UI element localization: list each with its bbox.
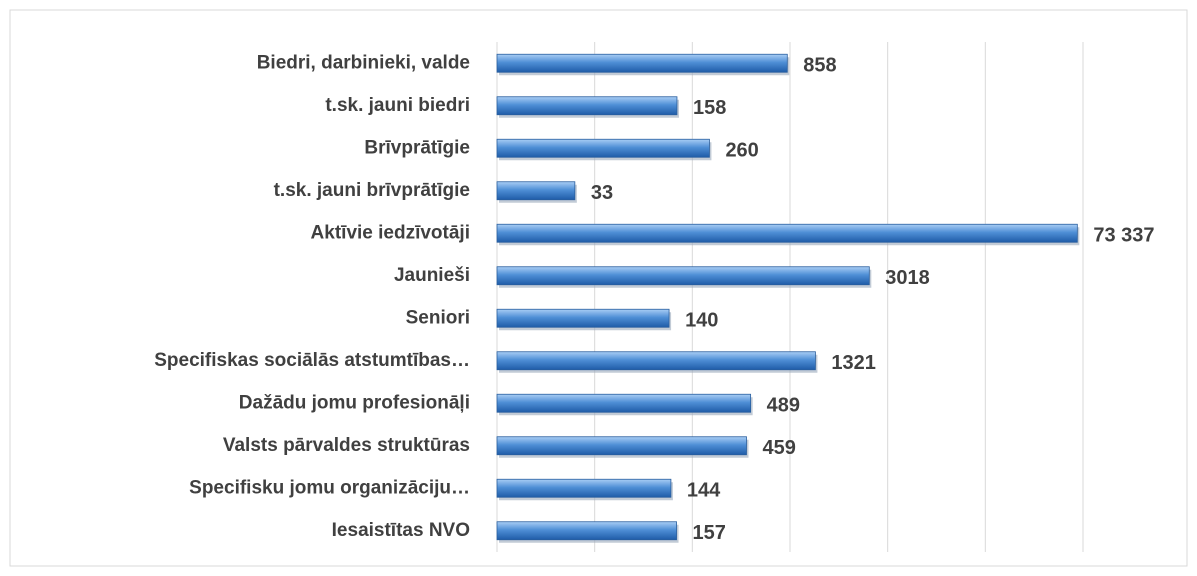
grid bbox=[496, 42, 1084, 552]
category-label: Seniori bbox=[406, 307, 470, 328]
value-label: 158 bbox=[693, 97, 726, 119]
bar bbox=[496, 181, 576, 201]
category-label: Jaunieši bbox=[394, 265, 470, 286]
bar bbox=[496, 53, 788, 73]
value-label: 459 bbox=[763, 437, 796, 459]
category-label: Specifiskas sociālās atstumtības… bbox=[154, 350, 470, 371]
category-label: Valsts pārvaldes struktūras bbox=[223, 435, 470, 456]
value-label: 858 bbox=[803, 55, 836, 77]
bar bbox=[496, 96, 678, 116]
bar bbox=[496, 223, 1078, 243]
value-label: 1321 bbox=[831, 352, 876, 374]
category-label: Aktīvie iedzīvotāji bbox=[311, 222, 470, 243]
bar bbox=[496, 351, 816, 371]
value-label: 73 337 bbox=[1093, 225, 1154, 247]
category-label: Biedri, darbinieki, valde bbox=[257, 52, 470, 73]
bar bbox=[496, 266, 870, 286]
bar bbox=[496, 521, 677, 541]
category-label: t.sk. jauni biedri bbox=[325, 95, 470, 116]
bar bbox=[496, 436, 747, 456]
category-label: Brīvprātīgie bbox=[364, 137, 470, 158]
value-label: 33 bbox=[591, 182, 613, 204]
value-label: 3018 bbox=[885, 267, 930, 289]
bar bbox=[496, 393, 752, 413]
category-label: t.sk. jauni brīvprātīgie bbox=[274, 180, 470, 201]
category-label: Iesaistītas NVO bbox=[332, 520, 470, 541]
category-label: Dažādu jomu profesionāļi bbox=[239, 392, 470, 413]
value-label: 260 bbox=[725, 140, 758, 162]
value-label: 157 bbox=[693, 522, 726, 544]
value-label: 489 bbox=[767, 395, 800, 417]
bar bbox=[496, 308, 670, 328]
bar bbox=[496, 138, 710, 158]
category-label: Specifisku jomu organizāciju… bbox=[189, 477, 470, 498]
value-label: 140 bbox=[685, 310, 718, 332]
value-label: 144 bbox=[687, 480, 721, 502]
bar bbox=[496, 478, 672, 498]
